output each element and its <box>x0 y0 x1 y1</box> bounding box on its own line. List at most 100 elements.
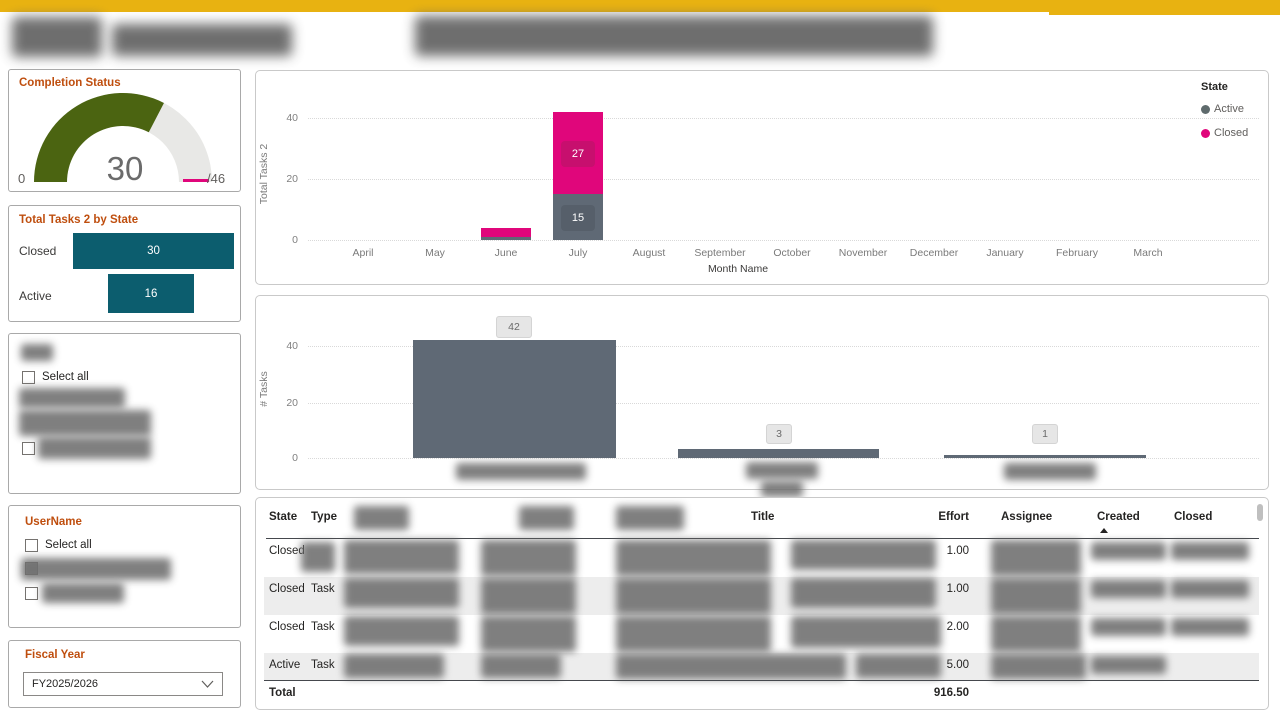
user-item-redacted[interactable] <box>21 558 171 580</box>
col-header-assignee[interactable]: Assignee <box>1001 511 1053 523</box>
slicer-item-redacted[interactable] <box>19 410 151 436</box>
slicer-item-redacted[interactable] <box>38 437 151 459</box>
cell-effort: 5.00 <box>946 659 969 671</box>
col-header-state[interactable]: State <box>269 511 298 523</box>
x-label-redacted <box>746 462 818 479</box>
slicer-item-redacted[interactable] <box>19 388 125 408</box>
cell-redacted <box>344 616 459 646</box>
cell-state[interactable]: Active <box>269 659 301 671</box>
bar-label-active: 15 <box>561 205 595 231</box>
cell-effort: 2.00 <box>946 621 969 633</box>
funnel-card: Total Tasks 2 by State Closed 30 Active … <box>8 205 241 322</box>
x-label-redacted <box>456 463 586 480</box>
cell-redacted <box>791 578 936 608</box>
col-header-created[interactable]: Created <box>1097 511 1140 523</box>
bar-june-active[interactable] <box>481 237 531 240</box>
y-tick: 20 <box>286 173 298 185</box>
fiscal-year-value: FY2025/2026 <box>32 678 99 690</box>
stacked-column-chart: Total Tasks 2 40 20 0 27 15 April May Ju… <box>255 70 1269 285</box>
tasks-bar-chart: # Tasks 40 20 0 42 3 1 <box>255 295 1269 497</box>
col-header-redacted[interactable] <box>354 506 409 530</box>
cell-redacted <box>1171 580 1249 598</box>
funnel-bar-closed[interactable]: 30 <box>73 233 234 269</box>
y-tick: 40 <box>286 112 298 124</box>
gauge-card: Completion Status 30 0 /46 <box>8 69 241 192</box>
cell-state[interactable]: Closed <box>269 545 305 557</box>
legend-label-active[interactable]: Active <box>1214 103 1244 115</box>
cell-redacted <box>1171 542 1249 560</box>
user-item-checkbox[interactable] <box>25 587 38 600</box>
total-divider <box>264 680 1259 681</box>
funnel-bar-value: 30 <box>147 245 160 257</box>
bar-category-3[interactable] <box>944 455 1146 458</box>
bar-label-closed: 27 <box>561 141 595 167</box>
slicer-item-checkbox[interactable] <box>22 442 35 455</box>
cell-redacted <box>481 540 576 576</box>
y-tick: 20 <box>286 397 298 409</box>
x-label-february: February <box>1055 247 1098 259</box>
funnel-bar-active[interactable]: 16 <box>108 274 194 313</box>
select-all-label[interactable]: Select all <box>45 539 92 551</box>
col-header-type[interactable]: Type <box>311 511 337 523</box>
cell-type: Task <box>311 621 335 633</box>
report-subtitle-redacted <box>415 16 933 56</box>
cell-state[interactable]: Closed <box>269 583 305 595</box>
col-header-redacted[interactable] <box>519 506 574 530</box>
y-tick: 40 <box>286 340 298 352</box>
cell-redacted <box>791 616 941 648</box>
col-header-closed[interactable]: Closed <box>1174 511 1213 523</box>
cell-redacted <box>991 578 1081 614</box>
cell-redacted <box>991 654 1086 679</box>
x-label-october: October <box>773 247 811 259</box>
legend-label-closed[interactable]: Closed <box>1214 127 1249 139</box>
x-label-january: January <box>986 247 1024 259</box>
cell-type: Task <box>311 583 335 595</box>
x-axis-title: Month Name <box>707 263 769 275</box>
col-header-redacted[interactable] <box>616 506 684 530</box>
cell-redacted <box>1091 542 1166 560</box>
top-accent-bar <box>0 0 1280 12</box>
user-item-redacted[interactable] <box>42 583 124 603</box>
cell-state[interactable]: Closed <box>269 621 305 633</box>
funnel-bar-value: 16 <box>144 287 158 300</box>
fiscal-year-dropdown[interactable]: FY2025/2026 <box>23 672 223 696</box>
select-all-checkbox[interactable] <box>25 539 38 552</box>
report-logo-redacted <box>12 17 102 57</box>
username-slicer-card: UserName Select all <box>8 505 241 628</box>
funnel-category-label: Active <box>19 289 52 303</box>
fiscal-year-title: Fiscal Year <box>25 649 85 661</box>
cell-redacted <box>616 654 846 679</box>
cell-redacted <box>344 578 459 608</box>
bar-june-closed[interactable] <box>481 228 531 237</box>
cell-redacted <box>856 654 941 678</box>
chevron-down-icon <box>201 680 214 688</box>
slicer-card: Select all <box>8 333 241 494</box>
bar-category-1[interactable] <box>413 340 616 458</box>
slicer-title-redacted <box>21 344 53 361</box>
cell-redacted <box>481 616 576 652</box>
username-slicer-title: UserName <box>25 516 82 528</box>
legend-title: State <box>1201 81 1228 93</box>
x-label-july: July <box>568 247 588 259</box>
cell-redacted <box>991 616 1081 652</box>
x-label-december: December <box>909 247 959 259</box>
sort-ascending-icon[interactable] <box>1100 528 1108 533</box>
col-header-effort[interactable]: Effort <box>938 511 969 523</box>
bar-label: 3 <box>766 424 792 444</box>
gridline <box>308 403 1259 404</box>
scrollbar-thumb[interactable] <box>1257 504 1263 521</box>
bar-category-2[interactable] <box>678 449 879 458</box>
cell-redacted <box>481 654 561 678</box>
x-label-september: September <box>694 247 746 259</box>
tasks-table: State Type Title Effort Assignee Created… <box>255 497 1269 710</box>
col-header-title[interactable]: Title <box>751 511 775 523</box>
legend-dot-closed <box>1201 129 1210 138</box>
bar-label: 42 <box>496 316 532 338</box>
fiscal-year-card: Fiscal Year FY2025/2026 <box>8 640 241 708</box>
select-all-checkbox[interactable] <box>22 371 35 384</box>
y-axis-title: Total Tasks 2 <box>258 143 270 205</box>
bar-label: 1 <box>1032 424 1058 444</box>
select-all-label[interactable]: Select all <box>42 371 89 383</box>
cell-redacted <box>344 654 444 678</box>
